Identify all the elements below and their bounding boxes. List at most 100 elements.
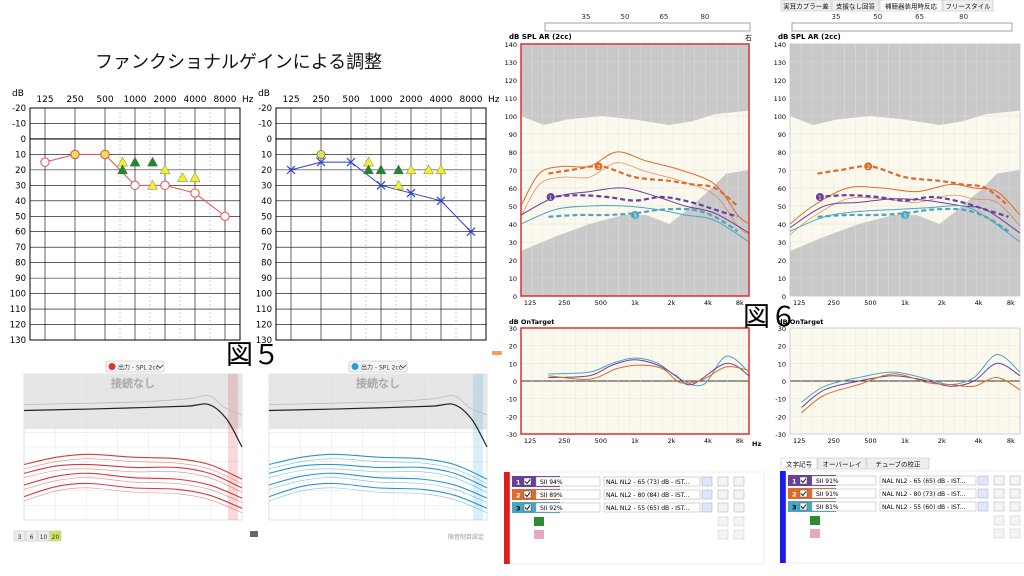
left-fig6-ot-curve — [548, 355, 750, 387]
right-fig6-camera-icon[interactable] — [1009, 501, 1021, 512]
left-audiogram-freq-label: 500 — [96, 95, 113, 105]
right-audiogram-db-label: 0 — [267, 135, 272, 145]
scale-button-10[interactable] — [37, 530, 50, 542]
right-audiogram-aided-yellow-triangle — [435, 164, 447, 175]
left-fig6-top-scale-label: 50 — [620, 13, 629, 21]
left-fig6-signal-icon[interactable] — [701, 476, 713, 487]
left-spl-panel-mpo-target — [23, 395, 243, 416]
left-audiogram-aided-green-triangle — [147, 156, 158, 167]
left-fig6-camera-icon[interactable] — [733, 489, 745, 500]
right-audiogram-unaided-x-marker — [406, 188, 416, 198]
right-fig6-spl-y-label: 70 — [778, 167, 786, 175]
right-audiogram-unaided-x-marker — [436, 196, 446, 206]
left-fig6-camera-icon[interactable] — [733, 502, 745, 513]
right-spl-panel-edge-band — [473, 374, 483, 520]
left-fig6-ot-freq-label: 125 — [524, 437, 536, 445]
right-fig6-empty-list-icon[interactable] — [993, 515, 1005, 526]
right-fig6-check-icon — [800, 478, 807, 484]
left-fig6-row-checkbox[interactable] — [523, 490, 532, 499]
right-fig6-empty-camera-icon[interactable] — [1009, 528, 1021, 539]
left-fig6-ot-freq-label: 1k — [631, 437, 639, 445]
right-fig6-top-scale-bar — [791, 22, 1013, 32]
fig6-bottom-tab-2[interactable] — [866, 457, 930, 470]
right-fig6-top-scale-label: 65 — [915, 13, 924, 21]
right-fig6-ot-y-label: -10 — [775, 396, 786, 404]
left-audiogram-db-label: 70 — [15, 243, 26, 253]
left-audiogram-db-label: 130 — [10, 336, 26, 346]
left-fig6-signal-icon[interactable] — [701, 489, 713, 500]
left-output-dropdown-ear-icon — [108, 363, 116, 370]
right-fig6-teal-target — [817, 207, 1010, 233]
left-fig6-row-checkbox[interactable] — [523, 477, 532, 486]
right-fig6-empty-list-icon[interactable] — [993, 528, 1005, 539]
right-fig6-spl-y-label: 0 — [782, 293, 786, 301]
fig6-bottom-tab-0[interactable] — [780, 457, 818, 470]
left-audiogram-db-label: 120 — [10, 321, 26, 331]
right-fig6-badge-3-num: 3 — [903, 214, 907, 220]
left-fig6-empty-list-icon[interactable] — [717, 516, 729, 527]
left-fig6-empty-camera-icon[interactable] — [733, 529, 745, 540]
right-audiogram-freq-label: 1000 — [370, 95, 393, 105]
left-fig6-badge-2 — [594, 162, 603, 171]
left-audiogram-freq-label: 4000 — [184, 95, 207, 105]
left-fig6-check-icon — [524, 505, 531, 511]
right-audiogram-aided-yellow-triangle — [393, 179, 404, 190]
left-fig6-camera-icon[interactable] — [733, 476, 745, 487]
right-fig6-list-icon[interactable] — [993, 488, 1005, 499]
right-fig6-signal-icon[interactable] — [977, 501, 989, 512]
right-fig6-list-icon[interactable] — [993, 501, 1005, 512]
left-fig6-signal-icon[interactable] — [701, 502, 713, 513]
right-audiogram-db-label: 130 — [256, 336, 272, 346]
right-spl-panel-target-curve — [268, 487, 488, 513]
left-spl-panel-edge-band — [228, 374, 238, 520]
right-fig6-row-num: 3 — [792, 504, 797, 512]
scale-button-3[interactable] — [13, 530, 26, 542]
fig6-tab-2[interactable] — [879, 0, 943, 12]
left-fig6-list-icon[interactable] — [717, 502, 729, 513]
left-audiogram-db-label: 60 — [15, 228, 26, 238]
right-fig6-camera-icon[interactable] — [1009, 475, 1021, 486]
right-fig6-row-checkbox[interactable] — [799, 476, 808, 485]
right-fig6-row-checkbox[interactable] — [799, 502, 808, 511]
left-fig6-empty-camera-icon[interactable] — [733, 516, 745, 527]
right-fig6-pink-swatch — [810, 529, 820, 538]
right-fig6-row-checkbox[interactable] — [799, 489, 808, 498]
left-fig6-desc-box — [603, 502, 701, 513]
right-fig6-desc-text: NAL NL2 - 65 (65) dB - IST... — [882, 478, 965, 485]
left-audiogram-freq-label: 2000 — [154, 95, 177, 105]
right-audiogram-overlap-marker — [316, 150, 326, 159]
left-fig6-desc-text: NAL NL2 - 80 (84) dB - IST... — [606, 492, 689, 499]
right-fig6-signal-icon[interactable] — [977, 475, 989, 486]
left-fig6-ot-y-label: 20 — [509, 343, 517, 351]
fig6-bottom-tab-1[interactable] — [817, 457, 867, 470]
right-fig6-green-swatch — [810, 516, 820, 525]
right-fig6-badge-1-num: 1 — [818, 196, 822, 202]
right-audiogram-aided-yellow-triangle — [423, 164, 434, 175]
fig6-tab-3[interactable] — [942, 0, 994, 12]
left-fig6-top-scale-bar — [544, 22, 751, 32]
left-output-dropdown[interactable] — [105, 360, 165, 373]
left-fig6-list-icon[interactable] — [717, 476, 729, 487]
left-fig6-list-icon[interactable] — [717, 489, 729, 500]
left-fig6-row-checkbox[interactable] — [523, 503, 532, 512]
left-fig6-empty-list-icon[interactable] — [717, 529, 729, 540]
left-audiogram-db-label: 80 — [15, 259, 26, 269]
right-fig6-uncomfortable-area — [790, 44, 1020, 125]
right-fig6-orange-measured-2 — [789, 194, 1021, 236]
fig6-tab-label: フリースタイル — [945, 2, 991, 11]
right-fig6-signal-icon[interactable] — [977, 488, 989, 499]
scale-button-6[interactable] — [25, 530, 38, 542]
scale-button-20[interactable] — [49, 530, 62, 542]
fig6-tab-0[interactable] — [780, 0, 832, 12]
right-fig6-badge-1 — [815, 193, 824, 201]
fig6-tab-1[interactable] — [831, 0, 880, 12]
right-fig6-spl-y-label: 130 — [774, 59, 786, 67]
right-fig6-list-icon[interactable] — [993, 475, 1005, 486]
left-fig6-ot-freq-label: 500 — [595, 437, 607, 445]
left-fig6-ot-freq-label: 8k — [736, 437, 744, 445]
right-output-dropdown[interactable] — [348, 360, 408, 373]
left-fig6-ot-y-label: 30 — [509, 325, 517, 333]
right-fig6-spl-frame — [789, 43, 1021, 297]
right-fig6-camera-icon[interactable] — [1009, 488, 1021, 499]
right-fig6-empty-camera-icon[interactable] — [1009, 515, 1021, 526]
